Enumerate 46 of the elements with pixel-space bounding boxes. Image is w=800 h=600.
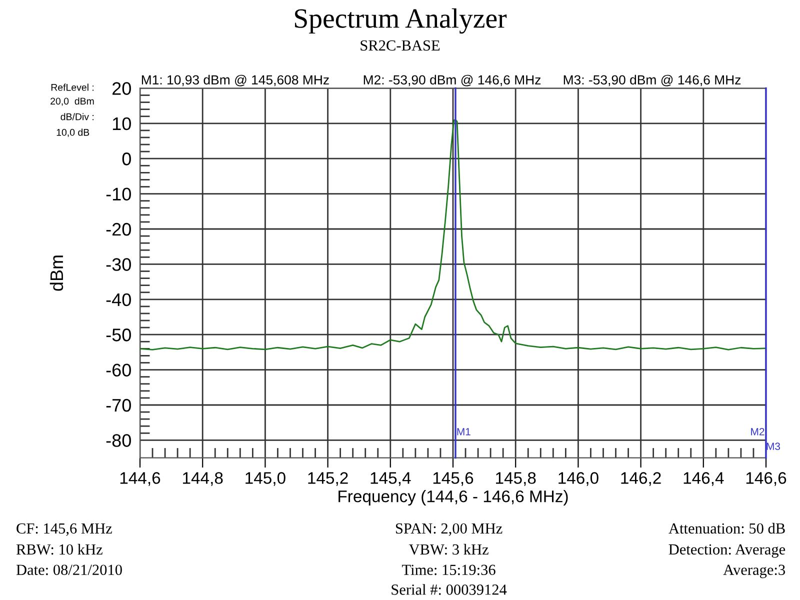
x-tick-label: 145,0	[246, 472, 286, 486]
text: Date: 08/21/2010	[16, 564, 122, 576]
x-tick-label: 145,6	[433, 472, 474, 486]
y-tick-label: -50	[106, 328, 131, 342]
y-tick-label: -80	[106, 434, 131, 447]
chart-title: Spectrum Analyzer	[295, 8, 507, 34]
text: Attenuation: 50 dB	[668, 522, 785, 534]
y-tick-label: -20	[106, 222, 131, 236]
x-tick-label: 145,4	[370, 472, 411, 486]
y-tick-label: -10	[106, 188, 131, 201]
y-axis-title: dBm	[50, 256, 64, 291]
text: M2: -53,90 dBm @ 146,6 MHz	[364, 74, 541, 86]
text: Time: 15:19:36	[402, 564, 496, 576]
x-tick-label: 145,2	[308, 472, 348, 486]
y-tick-label: -60	[106, 364, 131, 377]
text: VBW: 3 kHz	[408, 544, 488, 555]
y-tick-label: -70	[106, 398, 131, 412]
text: RefLevel :	[51, 84, 94, 91]
x-tick-label: 146,2	[621, 472, 661, 486]
text: Serial #: 00039124	[392, 584, 507, 595]
text: SPAN: 2,00 MHz	[396, 523, 502, 536]
text: Average:3	[723, 564, 785, 578]
x-tick-label: 146,4	[684, 472, 724, 486]
y-tick-label: -40	[106, 293, 131, 306]
text: 10,0 dB	[56, 128, 90, 137]
line-series	[140, 119, 766, 350]
x-tick-label: 146,6	[746, 472, 786, 486]
x-tick-label: 144,6	[120, 472, 160, 486]
ref-line-label: M2	[751, 428, 764, 436]
text: 20,0 dBm	[50, 97, 94, 106]
text: M3: -53,90 dBm @ 146,6 MHz	[564, 74, 741, 86]
text: dB/Div :	[60, 113, 94, 120]
x-tick-label: 146,0	[558, 472, 598, 486]
ref-line-label: M1	[457, 428, 470, 436]
y-tick-label: 10	[112, 117, 131, 130]
y-tick-label: 0	[122, 152, 131, 166]
x-tick-label: 145,8	[496, 472, 536, 486]
chart-subtitle: SR2C-BASE	[360, 40, 440, 51]
text: RBW: 10 kHz	[16, 544, 102, 555]
text: CF: 145,6 MHz	[16, 523, 112, 536]
text: Detection: Average	[668, 544, 786, 558]
y-tick-label: 20	[112, 82, 131, 95]
y-tick-label: -30	[106, 258, 131, 271]
text: M1: 10,93 dBm @ 145,608 MHz	[142, 74, 329, 86]
x-tick-label: 144,8	[183, 472, 223, 486]
x-axis-title: Frequency (144,6 - 146,6 MHz)	[338, 490, 568, 506]
